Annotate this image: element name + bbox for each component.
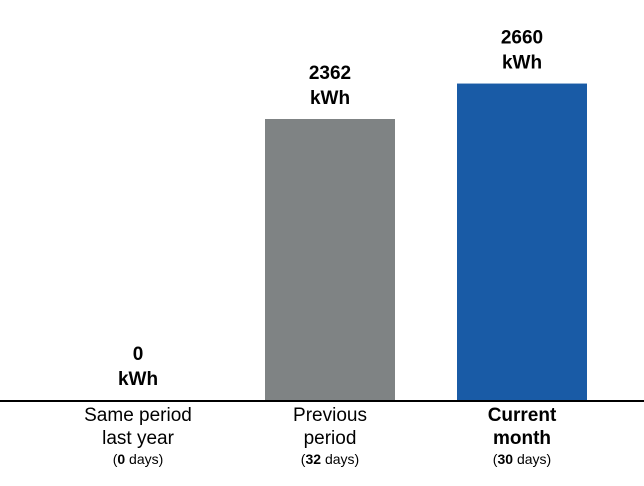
category-label-same-period: Same period last year (0 days) bbox=[58, 404, 218, 468]
bar-current-month bbox=[457, 84, 587, 400]
category-label-line: Same period bbox=[58, 404, 218, 427]
value-label-previous-period: 2362 kWh bbox=[309, 63, 351, 109]
value-label-same-period: 0 kWh bbox=[118, 344, 158, 390]
bar-previous-period bbox=[265, 119, 395, 400]
days-count-label: (0 days) bbox=[58, 450, 218, 468]
category-label-line: Current bbox=[442, 404, 602, 427]
value-label-current-month: 2660 kWh bbox=[501, 28, 543, 74]
category-label-current-month: Current month (30 days) bbox=[442, 404, 602, 468]
value-label-unit: kWh bbox=[118, 369, 158, 390]
category-label-line: last year bbox=[58, 427, 218, 450]
value-label-unit: kWh bbox=[310, 88, 350, 109]
days-count-label: (32 days) bbox=[250, 450, 410, 468]
bars-layer bbox=[265, 84, 587, 400]
category-label-line: period bbox=[250, 427, 410, 450]
category-label-previous-period: Previous period (32 days) bbox=[250, 404, 410, 468]
value-label-number: 2660 bbox=[501, 28, 543, 49]
category-label-line: month bbox=[442, 427, 602, 450]
value-label-unit: kWh bbox=[502, 53, 542, 74]
category-label-line: Previous bbox=[250, 404, 410, 427]
value-label-number: 0 bbox=[133, 344, 144, 365]
days-count-label: (30 days) bbox=[442, 450, 602, 468]
value-label-number: 2362 bbox=[309, 63, 351, 84]
